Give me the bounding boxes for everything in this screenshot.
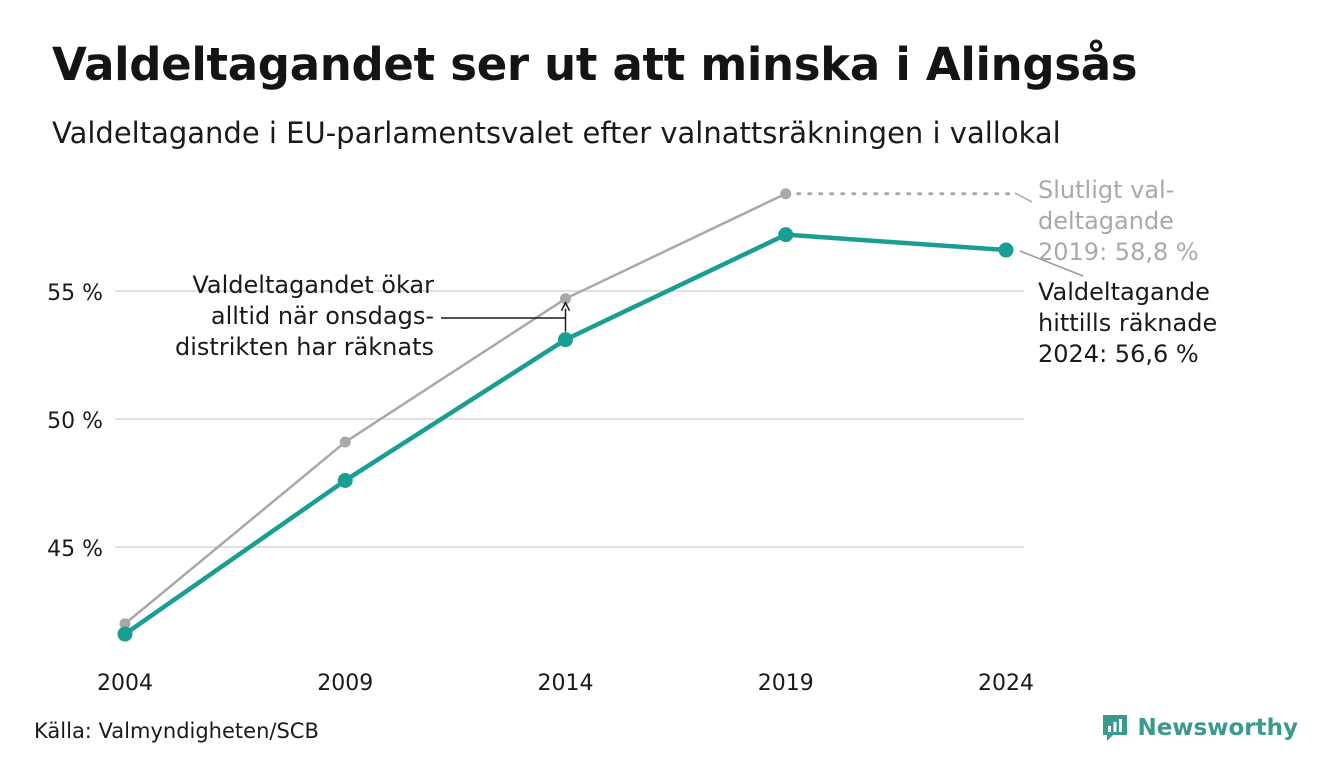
counted-annotation-line: hittills räknade xyxy=(1038,309,1218,337)
final-turnout-annotation: Slutligt val- deltagande 2019: 58,8 % xyxy=(1038,175,1199,268)
newsworthy-icon xyxy=(1103,715,1128,741)
arrow-annotation-line: Valdeltagandet ökar xyxy=(192,271,434,299)
arrow-head xyxy=(560,301,571,312)
brand-logo: Newsworthy xyxy=(1101,713,1298,743)
x-tick-label: 2019 xyxy=(758,671,814,696)
source-note: Källa: Valmyndigheten/SCB xyxy=(34,719,319,743)
arrow-annotation-line: alltid när onsdags- xyxy=(210,302,434,330)
final-turnout-line xyxy=(124,192,787,625)
final-annotation-line: 2019: 58,8 % xyxy=(1038,238,1199,266)
y-tick-label: 50 % xyxy=(47,409,103,434)
counted-turnout-point xyxy=(998,242,1014,258)
final-turnout-point xyxy=(780,188,792,200)
y-tick-label: 55 % xyxy=(47,281,103,306)
y-tick-label: 45 % xyxy=(47,537,103,562)
counted-turnout-point xyxy=(337,472,353,488)
counted-turnout-point xyxy=(558,332,573,348)
final-turnout-point xyxy=(119,618,131,630)
arrow-annotation-line: distrikten har räknats xyxy=(175,333,434,361)
chart-subtitle: Valdeltagande i EU-parlamentsvalet efter… xyxy=(52,116,1061,150)
brand-name: Newsworthy xyxy=(1137,715,1298,741)
chart-title: Valdeltagandet ser ut att minska i Aling… xyxy=(52,38,1138,91)
x-tick-label: 2004 xyxy=(97,671,153,696)
counted-annotation-line: Valdeltagande xyxy=(1038,278,1210,306)
counted-turnout-point xyxy=(778,227,794,243)
final-turnout-point xyxy=(339,436,351,448)
final-annotation-line: Slutligt val- xyxy=(1038,176,1175,204)
counted-turnout-point xyxy=(117,626,133,642)
final-annotation-line: deltagande xyxy=(1038,207,1174,235)
counted-annotation-line: 2024: 56,6 % xyxy=(1038,340,1199,368)
x-tick-label: 2024 xyxy=(978,671,1034,696)
final-turnout-point xyxy=(560,293,571,305)
x-tick-label: 2009 xyxy=(317,671,373,696)
final-annotation-connector xyxy=(1014,192,1033,203)
counted-annotation-connector xyxy=(1019,250,1084,277)
counted-turnout-annotation: Valdeltagande hittills räknade 2024: 56,… xyxy=(1038,277,1217,370)
arrow-annotation: Valdeltagandet ökar alltid när onsdags- … xyxy=(175,270,434,363)
x-tick-label: 2014 xyxy=(538,671,594,696)
